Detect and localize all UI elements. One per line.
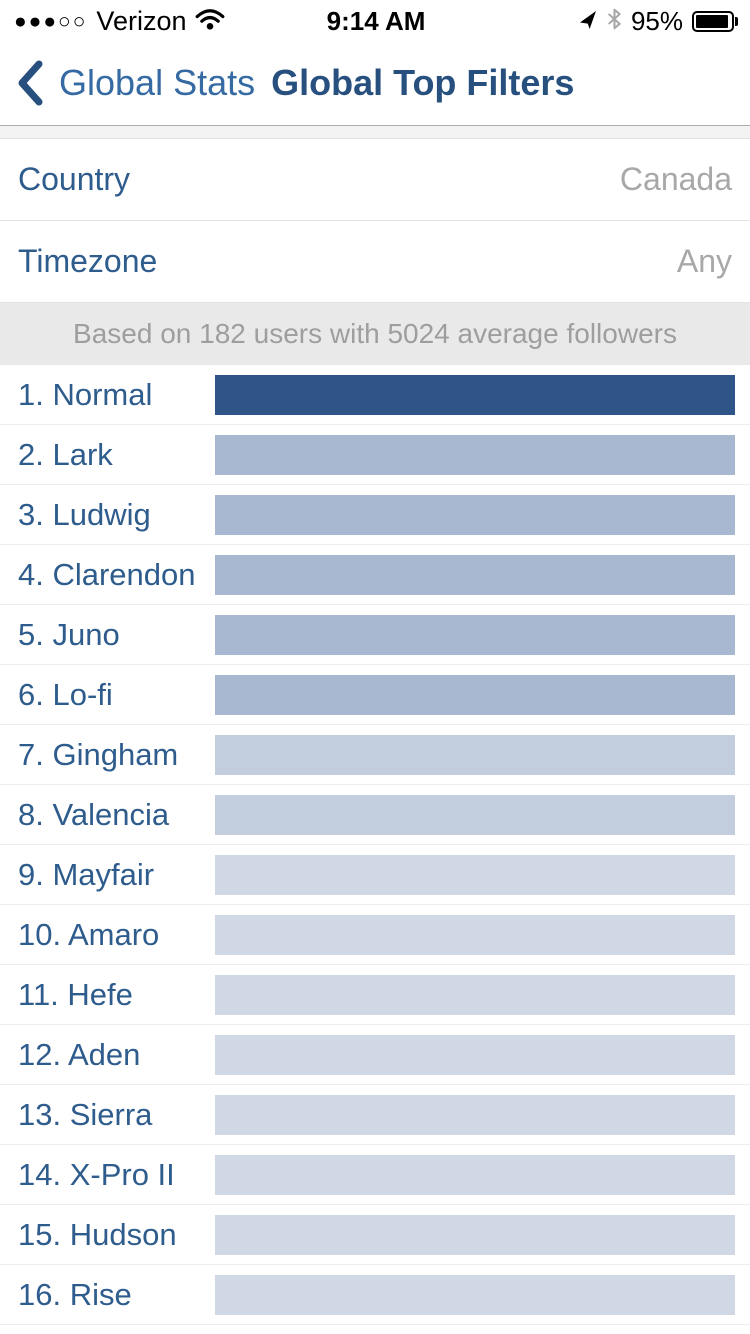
filter-bar [215,614,735,655]
filter-bar [215,854,735,895]
filter-bar-track [215,434,735,475]
filter-bar-track [215,734,735,775]
filter-row: 11. Hefe [0,965,750,1025]
status-bar-right: 95% [425,5,739,37]
filter-bar-track [215,374,735,415]
location-arrow-icon [578,6,598,37]
filter-row: 1. Normal [0,365,750,425]
filter-row: 4. Clarendon [0,545,750,605]
filter-row: 16. Rise [0,1265,750,1325]
filter-bar-track [215,794,735,835]
filter-bar-track [215,1154,735,1195]
filter-label: 7. Gingham [18,736,179,772]
filter-label: 16. Rise [18,1276,132,1312]
filter-label: 4. Clarendon [18,556,196,592]
carrier-label: Verizon [96,5,187,36]
filter-label: 8. Valencia [18,796,170,832]
filter-bar [215,1154,735,1195]
status-bar: ●●●○○ Verizon 9:14 AM 9 [0,0,750,40]
timezone-row[interactable]: Timezone Any [0,221,750,303]
filter-label: 1. Normal [18,376,153,412]
filter-bar [215,1274,735,1315]
filter-bar [215,1094,735,1135]
filter-bar-track [215,494,735,535]
filter-row: 12. Aden [0,1025,750,1085]
cell-signal-icon: ●●●○○ [14,9,88,33]
battery-icon [692,10,739,32]
back-chevron-icon [18,60,43,105]
filter-row: 5. Juno [0,605,750,665]
back-button[interactable] [16,60,43,106]
filter-bar-track [215,554,735,595]
filter-row: 8. Valencia [0,785,750,845]
status-bar-left: ●●●○○ Verizon [14,6,327,37]
filter-bar-track [215,674,735,715]
country-value: Canada [619,161,732,197]
filter-row: 7. Gingham [0,725,750,785]
filter-bar [215,1214,735,1255]
summary-banner: Based on 182 users with 5024 average fol… [0,303,750,365]
filter-label: 3. Ludwig [18,496,151,532]
filter-row: 3. Ludwig [0,485,750,545]
filter-bar-track [215,614,735,655]
filter-row: 14. X-Pro II [0,1145,750,1205]
filter-label: 9. Mayfair [18,856,155,892]
filter-bar [215,554,735,595]
filter-bar [215,794,735,835]
battery-percent-label: 95% [630,5,684,36]
filter-row: 10. Amaro [0,905,750,965]
filter-bar [215,434,735,475]
filter-bar-track [215,1214,735,1255]
bluetooth-icon [607,6,622,37]
filter-row: 15. Hudson [0,1205,750,1265]
filter-bar [215,974,735,1015]
clock: 9:14 AM [326,5,426,36]
filter-label: 6. Lo-fi [18,676,113,712]
country-row[interactable]: Country Canada [0,139,750,221]
filter-bar-track [215,1094,735,1135]
filter-bar-track [215,1274,735,1315]
filter-bar-track [215,854,735,895]
wifi-icon [195,6,225,37]
filter-label: 15. Hudson [18,1216,177,1252]
filter-bar [215,914,735,955]
filter-label: 13. Sierra [18,1096,153,1132]
filter-bar [215,674,735,715]
filter-bar [215,1034,735,1075]
filter-row: 13. Sierra [0,1085,750,1145]
filter-bar-track [215,974,735,1015]
back-label[interactable]: Global Stats [59,61,256,103]
filter-bar [215,494,735,535]
filter-row: 6. Lo-fi [0,665,750,725]
filter-bar [215,734,735,775]
filter-label: 5. Juno [18,616,120,652]
filter-ranking-list: 1. Normal 2. Lark 3. Ludwig 4. Clarendon… [0,365,750,1325]
timezone-value: Any [676,243,732,279]
filter-settings: Country Canada Timezone Any [0,139,750,303]
timezone-label: Timezone [18,243,158,279]
filter-label: 14. X-Pro II [18,1156,175,1192]
filter-label: 11. Hefe [18,976,133,1012]
filter-bar-track [215,1034,735,1075]
page-title: Global Top Filters [271,61,575,103]
filter-label: 2. Lark [18,436,113,472]
filter-label: 10. Amaro [18,916,160,952]
filter-bar-track [215,914,735,955]
filter-bar [215,374,735,415]
nav-bar: Global Stats Global Top Filters [0,40,750,126]
country-label: Country [18,161,131,197]
section-divider [0,126,750,139]
filter-row: 9. Mayfair [0,845,750,905]
filter-label: 12. Aden [18,1036,141,1072]
filter-row: 2. Lark [0,425,750,485]
